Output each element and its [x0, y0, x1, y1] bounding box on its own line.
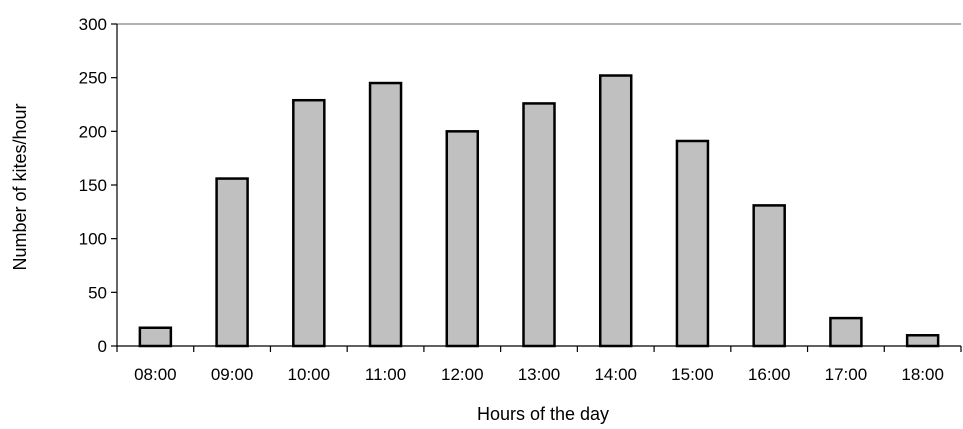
bar-1000 — [292, 98, 326, 348]
y-tick-label: 300 — [79, 15, 107, 34]
x-tick-label: 08:00 — [134, 365, 177, 384]
x-tick-label: 13:00 — [518, 365, 561, 384]
bar-1100 — [368, 81, 403, 348]
y-tick-label: 150 — [79, 176, 107, 195]
bar-1500 — [675, 139, 710, 348]
x-axis-label: Hours of the day — [477, 404, 609, 424]
y-tick-label: 250 — [79, 69, 107, 88]
x-tick-label: 10:00 — [288, 365, 331, 384]
y-axis: 0 50 100 150 200 250 300 — [79, 15, 961, 356]
y-tick-label: 0 — [98, 337, 107, 356]
bar-1700 — [829, 316, 863, 348]
x-tick-label: 18:00 — [901, 365, 944, 384]
x-tick-label: 11:00 — [365, 365, 406, 384]
y-tick-label: 100 — [79, 230, 107, 249]
x-tick-label: 17:00 — [825, 365, 868, 384]
y-tick-label: 50 — [88, 283, 107, 302]
bar-1400 — [598, 74, 633, 348]
y-tick-label: 200 — [79, 122, 107, 141]
bar-0800 — [138, 326, 173, 348]
bars-group — [138, 74, 940, 348]
x-axis: 08:00 09:00 10:00 11:00 12:00 13:00 14:00 15:00… — [116, 345, 962, 384]
x-tick-label: 16:00 — [748, 365, 791, 384]
bar-1600 — [752, 204, 786, 348]
bar-1200 — [445, 130, 480, 348]
x-tick-label: 15:00 — [671, 365, 714, 384]
x-tick-label: 14:00 — [594, 365, 637, 384]
y-axis-label: Number of kites/hour — [10, 103, 30, 270]
bar-1300 — [522, 102, 556, 348]
bar-0900 — [215, 177, 249, 348]
x-tick-label: 12:00 — [441, 365, 484, 384]
bar-1800 — [905, 334, 940, 348]
x-tick-label: 09:00 — [211, 365, 254, 384]
